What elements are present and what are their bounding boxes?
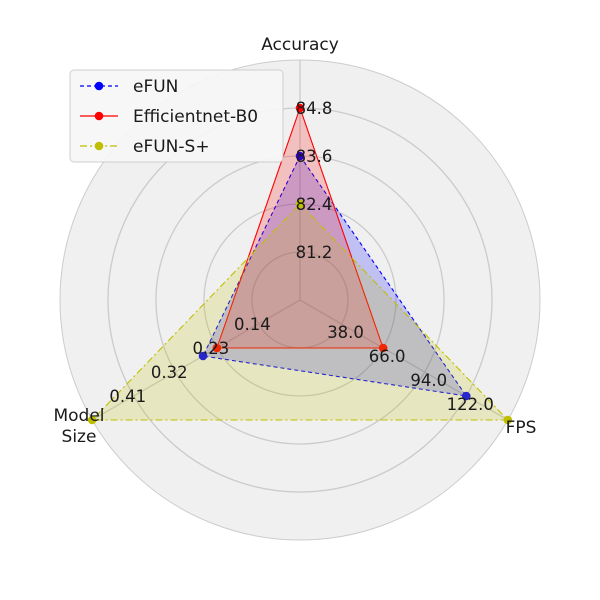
series-point — [378, 343, 388, 353]
tick-label: 81.2 — [296, 243, 333, 262]
tick-label: 94.0 — [410, 371, 447, 390]
series-point — [295, 151, 305, 161]
axis-label: FPS — [506, 418, 537, 438]
legend-label: Efficientnet-B0 — [133, 107, 258, 127]
tick-label: 83.6 — [296, 147, 333, 166]
series-point — [295, 199, 305, 209]
legend-box — [69, 69, 284, 163]
legend-marker — [94, 81, 104, 91]
axis-spokes — [91, 60, 509, 421]
tick-label: 84.8 — [296, 99, 333, 118]
tick-label: 0.41 — [109, 387, 146, 406]
legend-marker — [94, 141, 104, 151]
series-layer — [87, 103, 513, 425]
series-point — [503, 415, 513, 425]
series-line — [216, 106, 384, 349]
axis-spoke — [299, 299, 509, 421]
axis-label: Accuracy — [261, 35, 339, 55]
legend-label: eFUN — [133, 77, 178, 97]
legend-label: eFUN-S+ — [133, 137, 210, 157]
series-point — [295, 103, 305, 113]
tick-label: 0.32 — [151, 363, 188, 382]
tick-label: 0.23 — [192, 339, 229, 358]
legend-marker — [94, 111, 104, 121]
tick-label: 122.0 — [447, 395, 494, 414]
tick-label: 38.0 — [327, 323, 364, 342]
tick-label: 66.0 — [369, 347, 406, 366]
legend: eFUN Efficientnet-B0 eFUN-S+ — [69, 69, 284, 163]
axis-spoke — [91, 299, 301, 421]
series-point — [87, 415, 97, 425]
series-point — [212, 343, 222, 353]
series-point — [461, 391, 471, 401]
series-line — [90, 203, 510, 421]
series-area — [92, 204, 508, 420]
series-area — [216, 108, 384, 348]
tick-label: 82.4 — [296, 195, 333, 214]
series-point — [198, 351, 208, 361]
series-area — [203, 156, 467, 396]
axis-label: Model Size — [53, 406, 104, 447]
tick-label: 0.14 — [234, 315, 271, 334]
axis-labels: Accuracy FPS Model Size — [53, 35, 536, 447]
